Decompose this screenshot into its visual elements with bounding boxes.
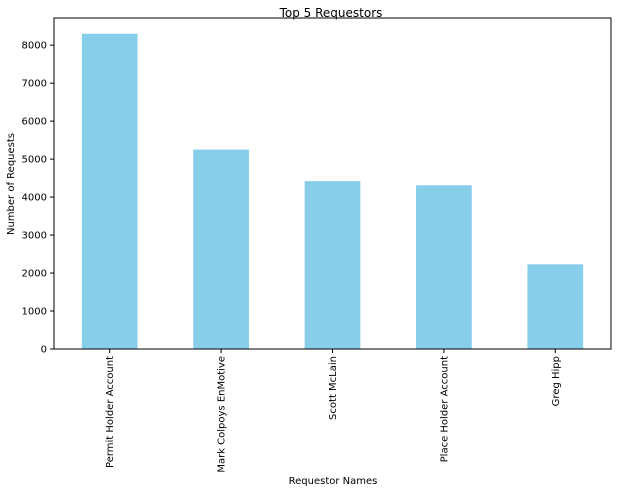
x-tick-label-4: Greg Hipp <box>551 356 562 406</box>
bars-group <box>81 33 584 349</box>
y-tick-label-1: 1000 <box>22 307 47 318</box>
y-tick-label-4: 4000 <box>22 193 47 204</box>
y-tick-label-5: 5000 <box>22 155 47 166</box>
y-axis: 0 1000 2000 3000 4000 5000 6000 7000 8000 <box>22 41 54 356</box>
bar-3 <box>416 185 472 349</box>
x-tick-label-2: Scott McLain <box>328 356 339 420</box>
y-tick-label-8: 8000 <box>22 41 47 52</box>
chart-title: Top 5 Requestors <box>279 6 383 20</box>
y-tick-label-7: 7000 <box>22 79 47 90</box>
bar-2 <box>304 181 361 349</box>
bar-4 <box>527 264 584 349</box>
y-tick-label-0: 0 <box>41 345 47 356</box>
y-tick-label-6: 6000 <box>22 117 47 128</box>
x-tick-label-0: Permit Holder Account <box>105 356 116 468</box>
y-axis-title: Number of Requests <box>6 133 17 235</box>
y-tick-label-3: 3000 <box>22 231 47 242</box>
x-axis: Permit Holder Account Mark Colpoys EnMoti… <box>105 349 562 473</box>
bar-1 <box>193 149 249 349</box>
x-tick-label-1: Mark Colpoys EnMotive <box>217 356 228 473</box>
bar-0 <box>81 33 138 349</box>
y-tick-label-2: 2000 <box>22 269 47 280</box>
x-axis-title: Requestor Names <box>289 476 378 487</box>
x-tick-label-3: Place Holder Account <box>439 356 450 462</box>
